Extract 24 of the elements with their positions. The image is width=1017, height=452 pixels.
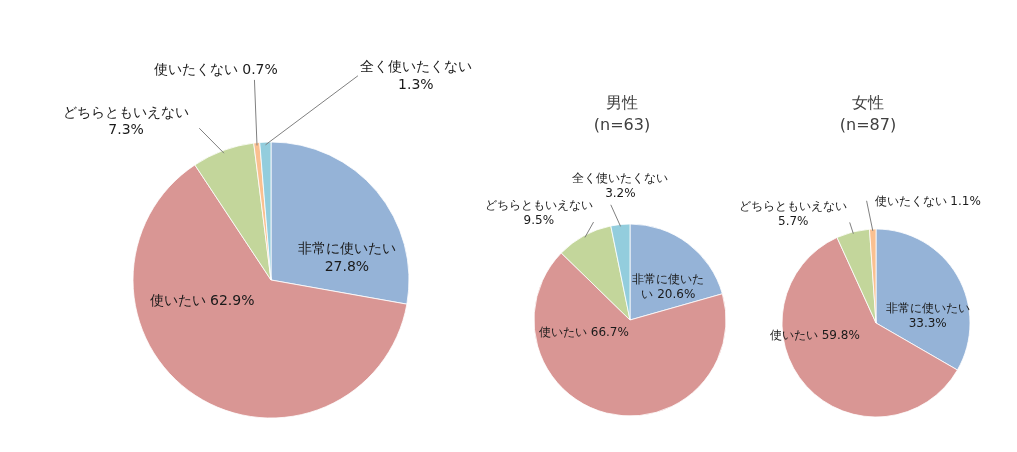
data-label: 27.8% (324, 257, 370, 274)
slice-label: 非常に使いたい (297, 240, 396, 257)
slice-label: 全く使いたくない (572, 170, 669, 185)
slice-label: 非常に使いたい 20.6% (632, 271, 705, 301)
slice-label: どちらともいえない (484, 197, 593, 212)
slice-label: 全く使いたくない (359, 58, 472, 75)
chart-title: 女性 (852, 93, 884, 112)
chart-subtitle: (n=87) (839, 115, 897, 134)
slice-label: 使いたくない 1.1% (874, 193, 981, 208)
slice-label: 使いたくない 0.7% (153, 61, 278, 78)
data-label: 9.5% (523, 212, 555, 227)
chart-title: 男性 (606, 93, 638, 112)
slice-label: どちらともいえない (63, 103, 190, 120)
slice-label: 使いたい 66.7% (538, 324, 629, 339)
data-label: 33.3% (908, 315, 947, 330)
slice-label: 使いたい 62.9% (149, 291, 255, 308)
slice-label: 非常に使いたい (885, 300, 970, 315)
slice-label: 使いたい 59.8% (769, 327, 860, 342)
data-label: 1.3% (398, 75, 434, 92)
data-label: 7.3% (108, 121, 144, 138)
chart-subtitle: (n=63) (593, 115, 651, 134)
data-label: 5.7% (778, 213, 809, 228)
data-label: 3.2% (605, 185, 636, 200)
slice-label: どちらともいえない (739, 198, 848, 213)
